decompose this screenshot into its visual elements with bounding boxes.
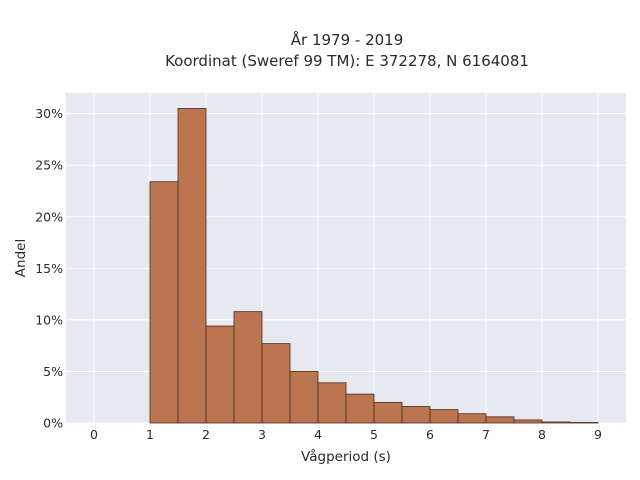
chart-title-line-1: År 1979 - 2019 — [291, 30, 404, 49]
histogram-bar — [149, 181, 179, 424]
chart-title: År 1979 - 2019 Koordinat (Sweref 99 TM):… — [165, 30, 529, 70]
y-tick-label: 15% — [35, 261, 63, 276]
y-tick-label: 25% — [35, 158, 63, 173]
histogram-bar — [233, 311, 263, 424]
x-tick-label: 8 — [538, 427, 546, 442]
y-tick-label: 30% — [35, 106, 63, 121]
x-tick-label: 1 — [146, 427, 154, 442]
histogram-bar — [541, 421, 571, 424]
x-tick-label: 3 — [258, 427, 266, 442]
x-tick-label: 2 — [202, 427, 210, 442]
x-tick-label: 0 — [90, 427, 98, 442]
x-tick-label: 6 — [426, 427, 434, 442]
histogram-bar — [177, 108, 207, 424]
y-tick-label: 5% — [43, 364, 63, 379]
y-axis-label: Andel — [13, 239, 29, 277]
histogram-bar — [457, 413, 487, 424]
y-axis-ticks: 0% 5% 10% 15% 20% 25% 30% — [35, 106, 63, 430]
histogram-bar — [373, 401, 403, 424]
histogram-bar — [401, 406, 431, 424]
histogram-bar — [261, 343, 291, 424]
x-axis-label: Vågperiod (s) — [301, 448, 391, 465]
histogram-bar — [485, 416, 515, 424]
histogram-bar — [569, 422, 599, 424]
histogram-bar — [317, 382, 347, 424]
histogram-bar — [513, 419, 543, 424]
x-tick-label: 9 — [594, 427, 602, 442]
histogram-bar — [205, 325, 235, 424]
x-tick-label: 7 — [482, 427, 490, 442]
y-tick-label: 10% — [35, 312, 63, 327]
x-tick-label: 4 — [314, 427, 322, 442]
y-tick-label: 0% — [43, 416, 63, 431]
bars — [149, 108, 599, 424]
chart-title-line-2: Koordinat (Sweref 99 TM): E 372278, N 61… — [165, 52, 529, 70]
histogram-bar — [289, 371, 319, 424]
y-tick-label: 20% — [35, 209, 63, 224]
x-axis-ticks: 0 1 2 3 4 5 6 7 8 9 — [90, 427, 602, 442]
x-tick-label: 5 — [370, 427, 378, 442]
histogram-bar — [429, 409, 459, 424]
histogram-bar — [345, 393, 375, 424]
